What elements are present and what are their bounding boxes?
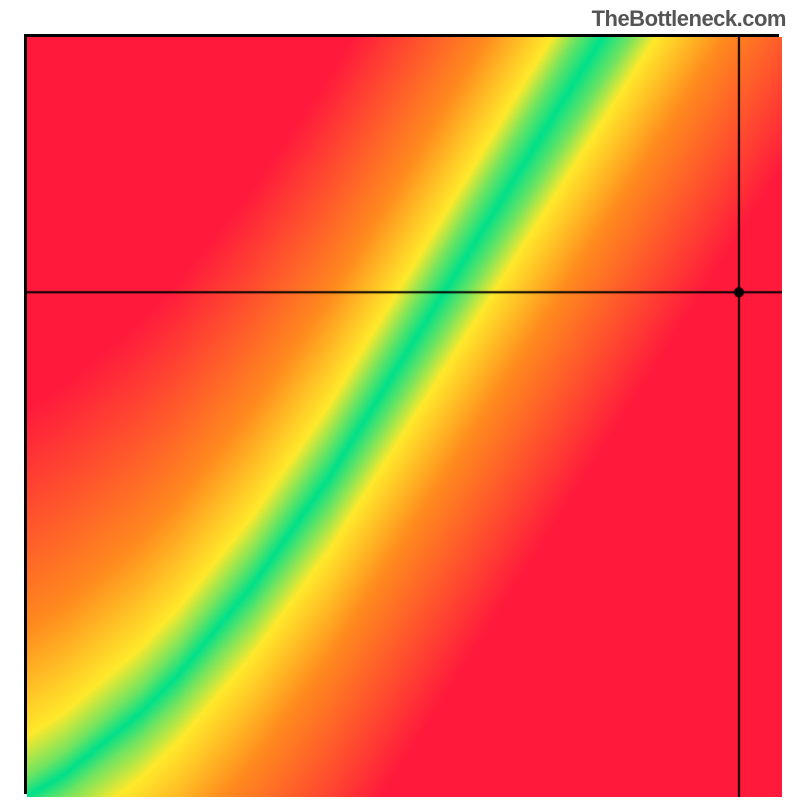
attribution-text: TheBottleneck.com bbox=[592, 6, 786, 32]
heatmap-canvas bbox=[27, 37, 782, 797]
bottleneck-heatmap bbox=[24, 34, 779, 794]
